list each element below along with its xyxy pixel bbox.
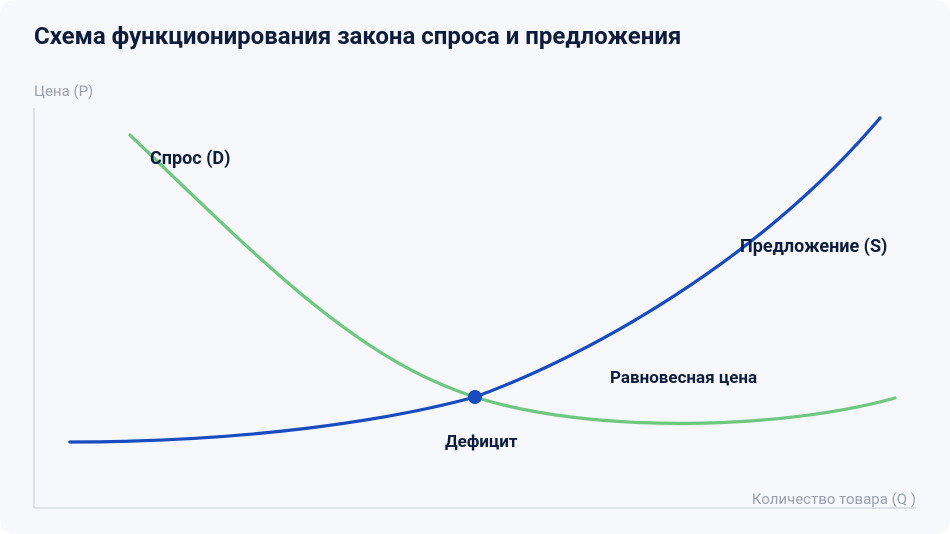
deficit-label: Дефицит bbox=[445, 432, 518, 452]
chart-card: Схема функционирования закона спроса и п… bbox=[0, 0, 950, 534]
chart-plot bbox=[0, 0, 950, 534]
supply-label: Предложение (S) bbox=[740, 236, 887, 257]
equilibrium-price-label: Равновесная цена bbox=[610, 368, 757, 388]
equilibrium-point bbox=[468, 390, 482, 404]
demand-label: Спрос (D) bbox=[150, 148, 230, 169]
demand-curve bbox=[130, 135, 895, 423]
